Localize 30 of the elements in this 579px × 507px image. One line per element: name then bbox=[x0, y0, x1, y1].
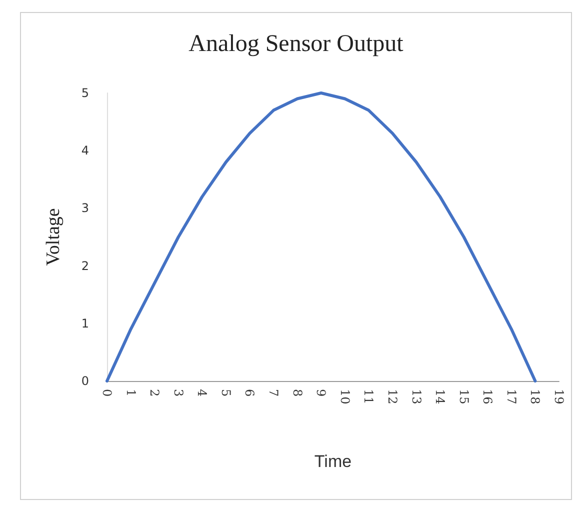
x-tick-label: 18 bbox=[528, 389, 542, 404]
y-tick-label: 4 bbox=[81, 144, 89, 158]
x-tick-label: 14 bbox=[433, 389, 448, 405]
x-axis-title: Time bbox=[314, 452, 352, 471]
y-tick-label: 3 bbox=[81, 201, 89, 216]
x-tick-label: 19 bbox=[552, 389, 566, 404]
chart-title: Analog Sensor Output bbox=[188, 31, 404, 57]
x-tick-label: 7 bbox=[266, 389, 281, 397]
x-tick-label: 3 bbox=[171, 389, 186, 397]
x-tick-label: 11 bbox=[362, 389, 376, 404]
x-tick-label: 9 bbox=[314, 389, 328, 397]
x-tick-label: 0 bbox=[100, 389, 114, 397]
x-tick-label: 13 bbox=[409, 389, 424, 404]
x-tick-label: 4 bbox=[195, 389, 210, 397]
x-tick-label: 6 bbox=[242, 389, 257, 397]
y-tick-label: 2 bbox=[81, 258, 89, 273]
y-tick-label: 1 bbox=[81, 316, 89, 330]
x-tick-label: 17 bbox=[504, 389, 518, 404]
y-axis-title: Voltage bbox=[43, 208, 64, 266]
x-tick-label: 1 bbox=[124, 389, 138, 397]
x-tick-label: 12 bbox=[385, 389, 400, 404]
line-series bbox=[106, 92, 537, 382]
y-tick-label: 0 bbox=[81, 374, 89, 388]
x-tick-label: 8 bbox=[290, 389, 304, 397]
x-tick-label: 15 bbox=[456, 389, 471, 404]
x-tick-label: 16 bbox=[480, 389, 495, 404]
x-tick-label: 5 bbox=[218, 389, 233, 397]
x-tick-label: 2 bbox=[148, 389, 162, 397]
y-tick-label: 5 bbox=[81, 86, 89, 100]
x-tick-label: 10 bbox=[338, 389, 352, 404]
